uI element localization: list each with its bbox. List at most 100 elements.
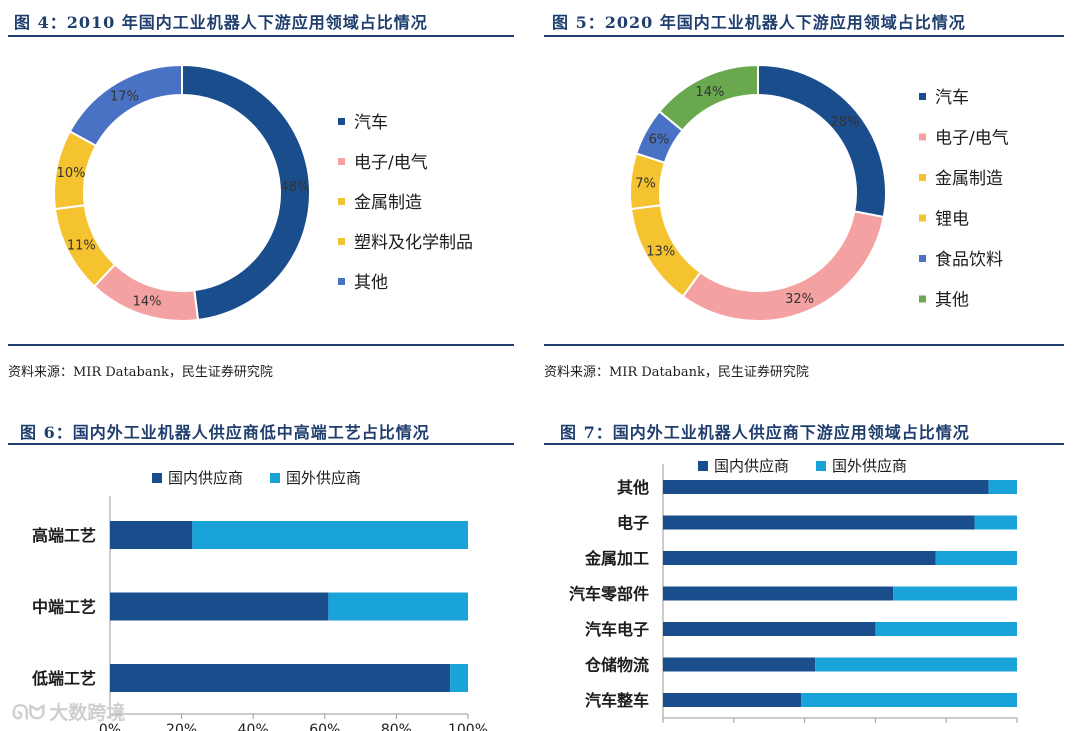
chart2-bar-0-series-1 (192, 521, 468, 549)
chart2-category-label-1: 中端工艺 (32, 598, 96, 617)
chart1-slice-1 (681, 210, 885, 322)
watermark-text: 大数跨境 (49, 702, 126, 724)
chart2-x-tick-label-0: 0% (99, 722, 121, 731)
chart2-bar-2-series-0 (110, 664, 451, 692)
chart0-legend-label-4: 其他 (354, 273, 388, 293)
fig5-title: 图 5：2020 年国内工业机器人下游应用领域占比情况 (552, 13, 966, 32)
chart2-category-label-2: 低端工艺 (31, 669, 96, 688)
fig6-title-rule (8, 443, 514, 445)
watermark: ᘏᗢ 大数跨境 (12, 698, 125, 725)
chart3-category-label-3: 汽车零部件 (569, 585, 649, 604)
chart2-x-tick-label-5: 100% (448, 722, 488, 731)
chart0-legend-swatch-0 (338, 118, 345, 125)
chart1-legend-label-5: 其他 (935, 291, 969, 311)
chart0-slice-0 (181, 63, 311, 322)
chart0-slice-label-1: 14% (133, 294, 162, 309)
chart2-legend-swatch-0 (152, 473, 162, 483)
chart1-slice-label-2: 13% (646, 245, 675, 260)
chart0-legend-label-3: 塑料及化学制品 (354, 233, 473, 253)
chart2-bar-1-series-1 (328, 592, 468, 621)
chart2-legend-swatch-1 (270, 473, 280, 483)
chart0-legend-label-2: 金属制造 (354, 193, 422, 213)
chart2-bar-0-series-0 (110, 521, 193, 549)
chart1-slice-label-1: 32% (785, 292, 814, 307)
chart0-slice-4 (68, 63, 183, 148)
fig7-title: 图 7：国内外工业机器人供应商下游应用领域占比情况 (560, 423, 970, 442)
chart3-category-label-0: 其他 (617, 478, 649, 497)
chart0-legend-swatch-3 (338, 238, 345, 245)
chart1-legend-label-0: 汽车 (935, 88, 969, 108)
fig5-title-rule (544, 35, 1064, 37)
chart2-x-tick-label-1: 20% (166, 722, 197, 731)
chart1-slice-label-3: 7% (635, 176, 656, 191)
chart1-legend-swatch-2 (919, 174, 926, 181)
chart2-x-tick-label-2: 40% (238, 722, 269, 731)
chart3-bar-5-series-1 (815, 657, 1017, 672)
chart1-slice-0 (757, 63, 887, 219)
chart3-bar-1-series-1 (974, 515, 1017, 530)
chart3-bar-4-series-0 (663, 622, 876, 636)
chart0-slice-label-2: 11% (67, 238, 96, 253)
chart3-legend-label-1: 国外供应商 (832, 457, 907, 475)
chart1-legend-swatch-0 (919, 93, 926, 100)
chart0-slice-label-3: 10% (57, 166, 86, 181)
chart2-category-label-0: 高端工艺 (32, 526, 96, 545)
chart3-bar-6-series-0 (663, 693, 802, 707)
chart3-bar-5-series-0 (663, 657, 816, 672)
chart1-slice-label-4: 6% (649, 133, 670, 148)
chart0-legend-label-0: 汽车 (354, 113, 388, 133)
chart2-legend-label-1: 国外供应商 (286, 469, 361, 487)
chart3-bar-4-series-1 (875, 622, 1017, 636)
watermark-logo-icon: ᘏᗢ (12, 699, 46, 724)
chart3-bar-6-series-1 (801, 693, 1017, 707)
chart2-x-tick-label-4: 80% (381, 722, 412, 731)
chart1-legend-swatch-3 (919, 214, 926, 222)
chart1-legend-label-1: 电子/电气 (935, 129, 1009, 149)
chart0-legend-label-1: 电子/电气 (354, 153, 428, 173)
chart3-legend-swatch-0 (698, 461, 708, 471)
fig5-bottom-rule (544, 344, 1064, 346)
chart3-bar-2-series-1 (935, 551, 1017, 565)
chart0-legend-swatch-1 (338, 158, 345, 165)
chart3-bar-2-series-0 (663, 551, 936, 565)
fig7-title-rule (544, 443, 1064, 445)
chart0-slice-label-0: 48% (280, 180, 309, 195)
chart3-category-label-1: 电子 (617, 514, 649, 533)
chart1-legend-swatch-4 (919, 255, 926, 262)
chart0-legend-swatch-2 (338, 198, 345, 205)
fig4-bottom-rule (8, 344, 514, 346)
fig5-source: 资料来源：MIR Databank，民生证券研究院 (544, 365, 809, 380)
chart3-bar-1-series-0 (663, 515, 975, 530)
chart3-bar-3-series-1 (893, 586, 1017, 601)
chart1-slice-5 (657, 63, 759, 132)
chart1-slice-label-0: 28% (831, 115, 860, 130)
fig6-title: 图 6：国内外工业机器人供应商低中高端工艺占比情况 (20, 423, 430, 442)
fig4-title: 图 4：2010 年国内工业机器人下游应用领域占比情况 (14, 13, 428, 32)
chart3-bar-0-series-1 (988, 480, 1017, 494)
chart2-bar-2-series-1 (450, 664, 468, 692)
chart1-legend-label-3: 锂电 (935, 210, 969, 230)
chart0-slice-label-4: 17% (110, 90, 139, 105)
chart3-category-label-4: 汽车电子 (585, 620, 649, 639)
chart1-slice-label-5: 14% (695, 85, 724, 100)
chart1-legend-label-2: 金属制造 (935, 169, 1003, 189)
chart3-bar-3-series-0 (663, 586, 894, 601)
chart3-legend-swatch-1 (816, 461, 826, 471)
chart1-legend-swatch-1 (919, 133, 926, 141)
chart3-bar-0-series-0 (663, 480, 989, 494)
chart1-legend-label-4: 食品饮料 (935, 250, 1003, 270)
chart1-legend-swatch-5 (919, 295, 926, 303)
chart2-x-tick-label-3: 60% (309, 722, 340, 731)
chart0-legend-swatch-4 (338, 278, 345, 285)
fig4-source: 资料来源：MIR Databank，民生证券研究院 (8, 365, 273, 380)
chart0-slice-1 (92, 263, 200, 322)
chart3-category-label-2: 金属加工 (584, 549, 649, 568)
chart3-legend-label-0: 国内供应商 (714, 457, 789, 475)
chart2-legend-label-0: 国内供应商 (168, 469, 243, 487)
fig4-title-rule (8, 35, 514, 37)
chart3-category-label-5: 仓储物流 (584, 656, 649, 675)
